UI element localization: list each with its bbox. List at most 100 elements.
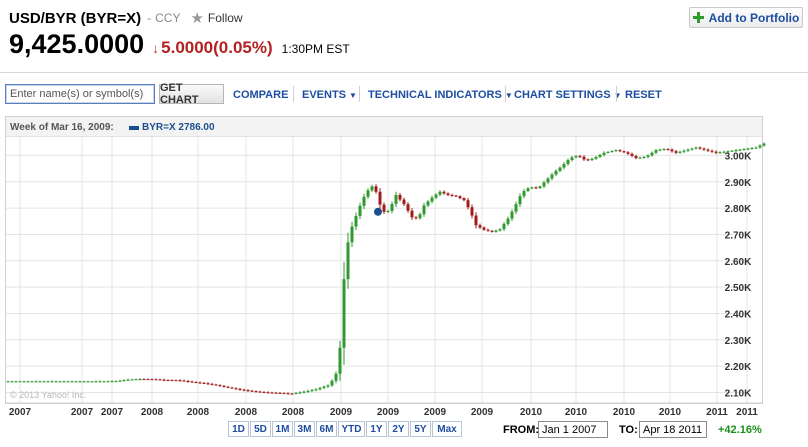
candle-body [362, 196, 366, 206]
last-price: 9,425.0000 [9, 29, 145, 59]
candle-body [42, 381, 46, 383]
range-button-6m[interactable]: 6M [316, 421, 337, 437]
candle-body [266, 392, 270, 394]
candle-body [654, 150, 658, 153]
y-tick-label: 2.60K [725, 257, 752, 268]
compare-link[interactable]: COMPARE [233, 89, 289, 101]
follow-label: Follow [207, 11, 243, 25]
candle-body [494, 230, 498, 232]
candle-body [18, 381, 22, 383]
x-tick-label: 2008 [235, 407, 258, 418]
chart-candles [6, 142, 766, 395]
range-button-1m[interactable]: 1M [272, 421, 293, 437]
candle-body [354, 216, 358, 227]
pair-separator: - [147, 11, 152, 25]
range-button-ytd[interactable]: YTD [338, 421, 365, 437]
candle-body [750, 148, 754, 150]
from-date-input[interactable] [538, 421, 608, 438]
candle-body [410, 210, 414, 218]
candle-body [150, 379, 154, 381]
candle-body [370, 186, 374, 191]
range-button-5y[interactable]: 5Y [410, 421, 431, 437]
candle-body [542, 182, 546, 187]
get-chart-button[interactable]: GET CHART [159, 82, 224, 106]
x-tick-label: 2009 [330, 407, 353, 418]
candle-body [70, 381, 74, 383]
candle-body [746, 148, 750, 150]
range-button-2y[interactable]: 2Y [388, 421, 409, 437]
candle-body [138, 379, 142, 381]
x-tick-label: 2009 [424, 407, 447, 418]
highlight-marker [374, 207, 382, 216]
chart-grid [6, 137, 762, 404]
candle-body [74, 381, 78, 383]
follow-button[interactable]: ★ Follow [190, 11, 242, 26]
from-label: FROM: [503, 424, 540, 436]
candle-body [462, 198, 466, 201]
reset-link[interactable]: RESET [625, 89, 662, 101]
candle-body [714, 151, 718, 153]
candle-body [490, 230, 494, 232]
range-button-1y[interactable]: 1Y [366, 421, 387, 437]
candle-body [122, 380, 126, 382]
candle-body [58, 381, 62, 383]
candle-body [62, 381, 66, 383]
toolbar-divider [505, 86, 506, 102]
candle-body [346, 242, 350, 280]
candle-body [314, 389, 318, 391]
candle-body [590, 158, 594, 161]
add-to-portfolio-button[interactable]: Add to Portfolio [689, 7, 803, 28]
chart-settings-menu[interactable]: CHART SETTINGS ▼ [514, 89, 621, 101]
candle-body [178, 380, 182, 382]
candle-body [562, 163, 566, 168]
candle-body [658, 149, 662, 151]
candle-body [278, 392, 282, 394]
x-tick-label: 2011 [706, 407, 728, 418]
candle-body [202, 382, 206, 384]
candle-body [642, 157, 646, 159]
pair-name: USD/BYR (BYR=X) [9, 9, 142, 27]
range-button-max[interactable]: Max [432, 421, 462, 437]
range-button-1d[interactable]: 1D [228, 421, 249, 437]
candle-body [390, 203, 394, 211]
candle-body [306, 390, 310, 392]
candle-body [26, 381, 30, 383]
candle-body [738, 149, 742, 151]
candle-body [414, 217, 418, 219]
candle-body [182, 380, 186, 382]
quote-title-row: USD/BYR (BYR=X) - CCY ★ Follow [9, 9, 243, 27]
technical-indicators-menu[interactable]: TECHNICAL INDICATORS ▼ [368, 89, 513, 101]
range-button-3m[interactable]: 3M [294, 421, 315, 437]
candle-body [398, 194, 402, 200]
candle-body [634, 155, 638, 159]
candle-body [610, 151, 614, 153]
candle-body [454, 195, 458, 197]
to-date-input[interactable] [639, 421, 707, 438]
candle-body [94, 381, 98, 383]
candle-body [558, 167, 562, 171]
legend-week: Week of Mar 16, 2009: [10, 122, 114, 133]
candle-body [254, 391, 258, 393]
candle-body [622, 151, 626, 153]
candle-body [34, 381, 38, 383]
symbol-input[interactable] [5, 84, 155, 104]
candle-body [470, 207, 474, 216]
candle-body [722, 151, 726, 153]
candle-body [506, 218, 510, 224]
candle-body [418, 214, 422, 219]
candle-body [298, 392, 302, 394]
candle-body [710, 150, 714, 152]
candle-body [166, 379, 170, 381]
candle-body [498, 229, 502, 231]
range-button-5d[interactable]: 5D [250, 421, 271, 437]
candle-body [262, 391, 266, 393]
candle-body [38, 381, 42, 383]
range-selector: 1D 5D 1M 3M 6M YTD 1Y 2Y 5Y Max [228, 421, 463, 437]
candle-body [422, 205, 426, 215]
y-tick-label: 3.00K [725, 151, 752, 162]
events-menu[interactable]: EVENTS ▼ [302, 89, 357, 101]
candle-body [450, 194, 454, 196]
candle-body [334, 373, 338, 381]
candle-body [106, 381, 110, 383]
